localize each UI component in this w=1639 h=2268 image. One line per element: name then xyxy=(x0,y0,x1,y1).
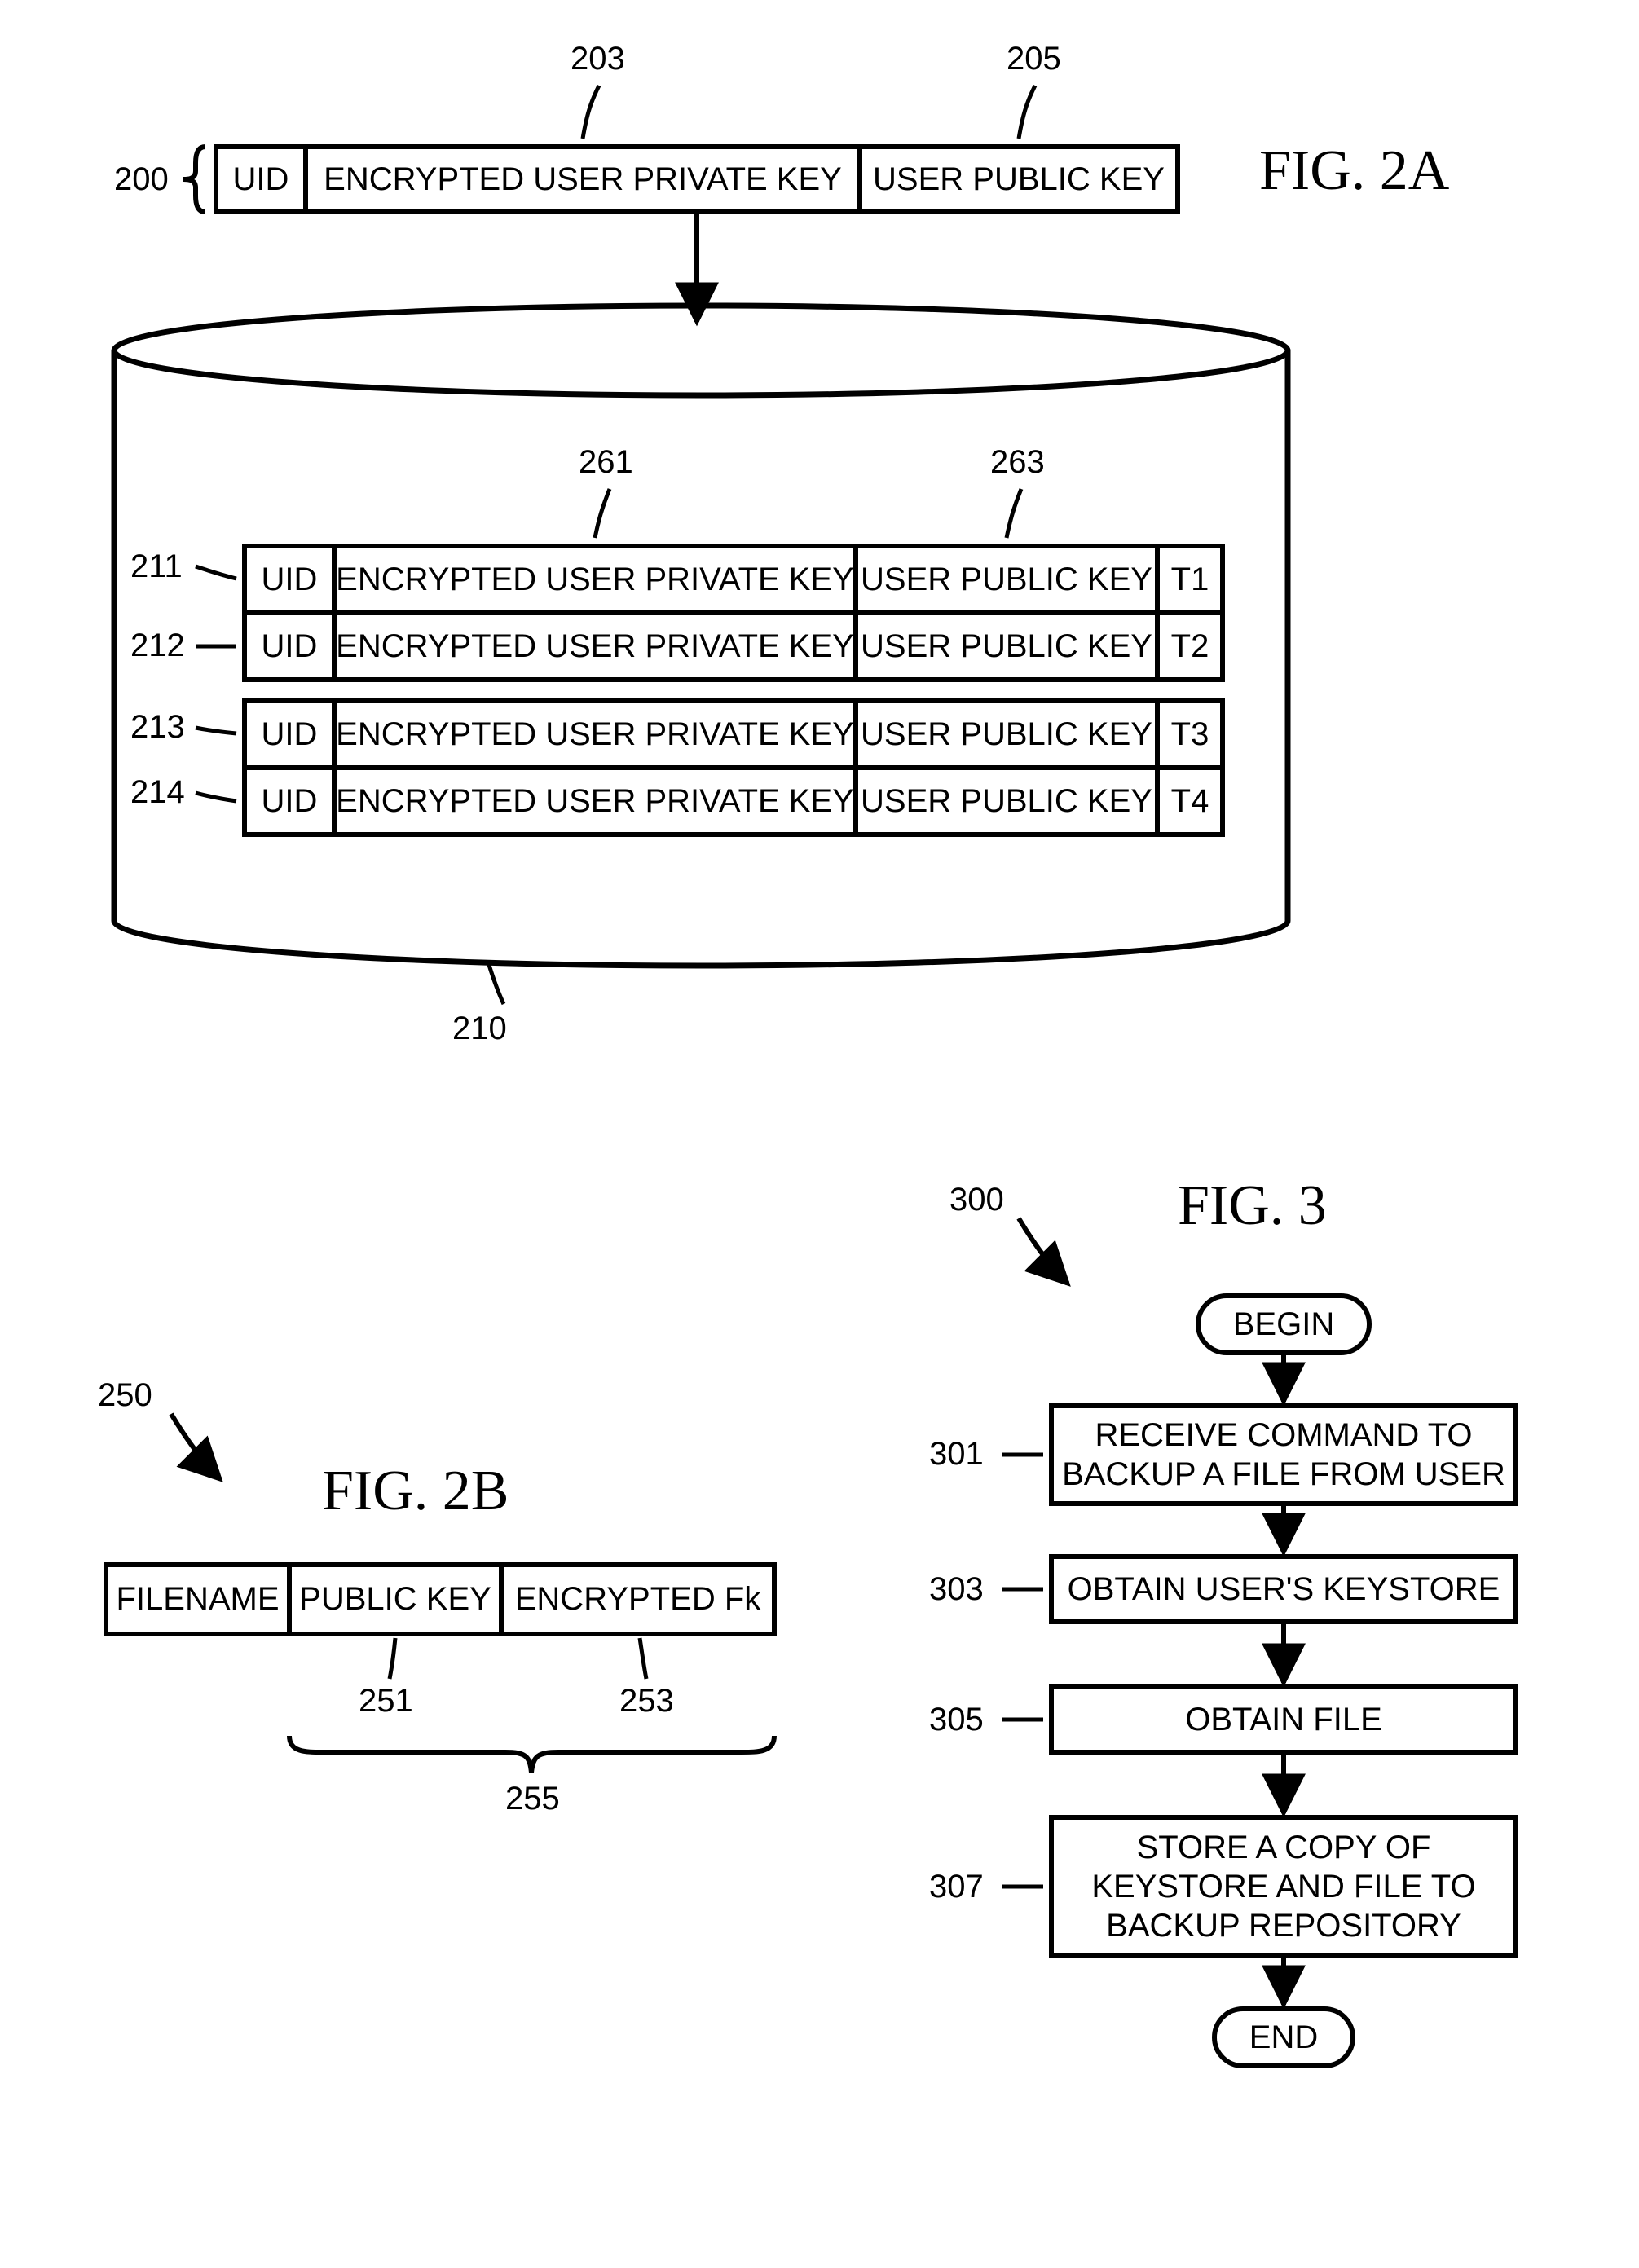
label-203: 203 xyxy=(571,41,625,77)
callout-263 xyxy=(1007,489,1021,538)
r2-t: T2 xyxy=(1157,613,1223,680)
rec200-pub: USER PUBLIC KEY xyxy=(860,147,1178,212)
step-305-text: OBTAIN FILE xyxy=(1051,1687,1516,1752)
r2-priv: ENCRYPTED USER PRIVATE KEY xyxy=(334,613,856,680)
callout-250 xyxy=(171,1414,220,1479)
r4-pub: USER PUBLIC KEY xyxy=(856,768,1157,835)
label-300: 300 xyxy=(949,1182,1004,1218)
callout-203 xyxy=(583,86,599,139)
label-211: 211 xyxy=(130,548,183,585)
label-200: 200 xyxy=(114,161,169,198)
label-250: 250 xyxy=(98,1377,152,1414)
label-301: 301 xyxy=(929,1436,984,1473)
r3-uid: UID xyxy=(245,701,334,768)
label-214: 214 xyxy=(130,774,185,811)
label-210: 210 xyxy=(452,1011,507,1047)
callout-261 xyxy=(595,489,610,538)
label-212: 212 xyxy=(130,628,185,664)
step-301-text: RECEIVE COMMAND TO BACKUP A FILE FROM US… xyxy=(1051,1406,1516,1504)
r2-pub: USER PUBLIC KEY xyxy=(856,613,1157,680)
end-text: END xyxy=(1214,2009,1353,2066)
callout-211 xyxy=(196,566,236,579)
brace-200 xyxy=(183,147,205,212)
fig-2a-title: FIG. 2A xyxy=(1259,139,1449,204)
callout-253 xyxy=(640,1638,646,1679)
fig-2b-title: FIG. 2B xyxy=(322,1459,509,1524)
step-307-text: STORE A COPY OF KEYSTORE AND FILE TO BAC… xyxy=(1051,1817,1516,1956)
begin-text: BEGIN xyxy=(1198,1296,1369,1353)
label-251: 251 xyxy=(359,1683,413,1720)
label-263: 263 xyxy=(990,444,1045,481)
callout-214 xyxy=(196,793,236,801)
r2-uid: UID xyxy=(245,613,334,680)
callout-205 xyxy=(1019,86,1035,139)
rec250-pub: PUBLIC KEY xyxy=(289,1565,501,1634)
rec250-filename: FILENAME xyxy=(106,1565,289,1634)
label-205: 205 xyxy=(1007,41,1061,77)
fig-3-title: FIG. 3 xyxy=(1178,1174,1327,1239)
callout-213 xyxy=(196,728,236,733)
label-261: 261 xyxy=(579,444,633,481)
callout-210 xyxy=(489,965,504,1004)
r1-t: T1 xyxy=(1157,546,1223,613)
r4-uid: UID xyxy=(245,768,334,835)
r1-pub: USER PUBLIC KEY xyxy=(856,546,1157,613)
callout-251 xyxy=(390,1638,395,1679)
r3-t: T3 xyxy=(1157,701,1223,768)
r3-priv: ENCRYPTED USER PRIVATE KEY xyxy=(334,701,856,768)
rec250-fk: ENCRYPTED Fk xyxy=(501,1565,774,1634)
r3-pub: USER PUBLIC KEY xyxy=(856,701,1157,768)
label-253: 253 xyxy=(619,1683,674,1720)
label-213: 213 xyxy=(130,709,185,746)
r1-priv: ENCRYPTED USER PRIVATE KEY xyxy=(334,546,856,613)
rec200-priv: ENCRYPTED USER PRIVATE KEY xyxy=(306,147,860,212)
label-305: 305 xyxy=(929,1702,984,1738)
r4-t: T4 xyxy=(1157,768,1223,835)
label-307: 307 xyxy=(929,1869,984,1905)
callout-300 xyxy=(1019,1218,1068,1284)
label-303: 303 xyxy=(929,1571,984,1608)
label-255: 255 xyxy=(505,1781,560,1817)
brace-255 xyxy=(289,1736,774,1773)
r4-priv: ENCRYPTED USER PRIVATE KEY xyxy=(334,768,856,835)
step-303-text: OBTAIN USER'S KEYSTORE xyxy=(1051,1557,1516,1622)
rec200-uid: UID xyxy=(216,147,306,212)
r1-uid: UID xyxy=(245,546,334,613)
